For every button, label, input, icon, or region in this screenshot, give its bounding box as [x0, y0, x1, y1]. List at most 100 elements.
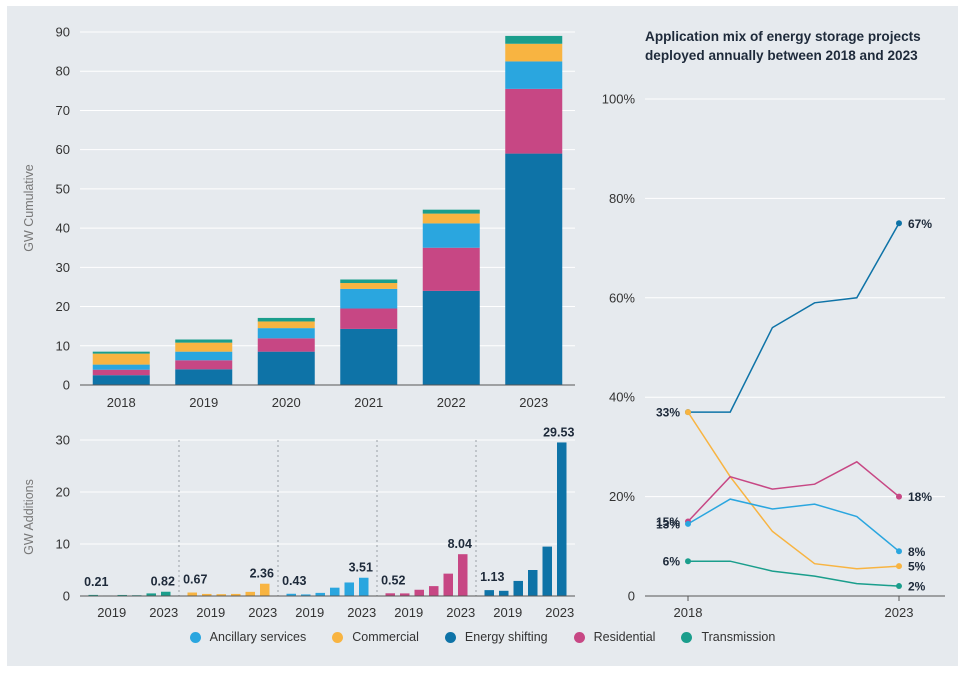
additions-bar-residential [385, 593, 395, 596]
cumulative-bar-residential-2022 [422, 247, 480, 291]
mix-point-transmission [685, 558, 691, 565]
mix-data-label: 6% [663, 555, 681, 569]
additions-bar-residential [429, 586, 439, 596]
additions-bar-ancillary [344, 582, 354, 596]
mix-data-label: 18% [908, 490, 932, 504]
mix-line-ancillary [687, 498, 900, 552]
legend-item-energy: Energy shifting [444, 630, 548, 644]
additions-bar-commercial [216, 594, 226, 596]
cumulative-y-tick-label: 0 [63, 378, 70, 393]
cumulative-bar-ancillary-2021 [340, 288, 398, 309]
cumulative-bar-ancillary-2018 [92, 364, 150, 370]
additions-bar-residential [443, 573, 453, 596]
additions-x-tick-label: 2023 [347, 605, 376, 620]
legend-dot-energy [444, 631, 456, 643]
legend-label-ancillary: Ancillary services [209, 630, 307, 644]
cumulative-y-tick-label: 10 [56, 338, 70, 353]
cumulative-bar-commercial-2023 [505, 43, 563, 62]
legend-label-commercial: Commercial [352, 630, 419, 644]
additions-bar-ancillary [330, 587, 340, 596]
mix-data-label: 5% [908, 560, 926, 574]
cumulative-x-tick-label: 2018 [107, 395, 136, 410]
mix-data-label: 8% [908, 545, 926, 559]
additions-x-tick-label: 2023 [446, 605, 475, 620]
additions-x-tick-label: 2019 [295, 605, 324, 620]
cumulative-bar-residential-2021 [340, 308, 398, 329]
cumulative-bar-commercial-2019 [175, 342, 233, 352]
cumulative-bar-energy-2019 [175, 369, 233, 385]
chart-panel [7, 6, 958, 666]
cumulative-y-tick-label: 20 [56, 299, 70, 314]
cumulative-x-tick-label: 2022 [437, 395, 466, 410]
additions-x-tick-label: 2023 [149, 605, 178, 620]
legend-dot-commercial [332, 631, 344, 643]
mix-data-label: 2% [908, 580, 926, 594]
additions-bar-transmission [117, 594, 127, 596]
cumulative-y-tick-label: 80 [56, 64, 70, 79]
cumulative-bar-residential-2023 [505, 88, 563, 154]
additions-bar-ancillary [359, 577, 369, 596]
additions-bar-transmission [146, 593, 156, 596]
additions-bar-energy [499, 590, 509, 596]
mix-y-tick-label: 60% [609, 290, 635, 305]
additions-data-label: 1.13 [480, 570, 504, 584]
cumulative-bar-ancillary-2019 [175, 351, 233, 361]
cumulative-bar-energy-2023 [505, 153, 563, 385]
additions-x-tick-label: 2019 [394, 605, 423, 620]
additions-data-label: 29.53 [543, 425, 574, 439]
cumulative-bar-commercial-2020 [257, 321, 315, 329]
additions-data-label: 3.51 [349, 561, 373, 575]
legend-item-commercial: Commercial [332, 630, 419, 644]
mix-line-commercial [687, 411, 900, 570]
additions-x-tick-label: 2023 [545, 605, 574, 620]
cumulative-bar-transmission-2020 [257, 317, 315, 322]
cumulative-x-tick-label: 2023 [519, 395, 548, 410]
mix-data-label: 15% [656, 515, 680, 529]
cumulative-bar-residential-2018 [92, 369, 150, 376]
mix-point-transmission [896, 583, 902, 590]
additions-y-tick-label: 20 [56, 485, 70, 500]
additions-bar-residential [414, 589, 424, 596]
legend-label-transmission: Transmission [701, 630, 776, 644]
additions-bar-energy [557, 442, 567, 596]
cumulative-bar-energy-2018 [92, 375, 150, 385]
additions-y-tick-label: 10 [56, 537, 70, 552]
cumulative-bar-energy-2021 [340, 328, 398, 385]
line-chart-title-line1: Application mix of energy storage projec… [645, 29, 921, 44]
additions-bar-energy [542, 546, 552, 596]
mix-x-tick-label: 2023 [885, 605, 914, 620]
legend: Ancillary services Commercial Energy shi… [0, 630, 965, 644]
additions-data-label: 0.21 [84, 575, 108, 589]
cumulative-bar-residential-2019 [175, 360, 233, 370]
cumulative-y-axis-label: GW Cumulative [22, 164, 36, 252]
legend-label-energy: Energy shifting [464, 630, 548, 644]
cumulative-bar-ancillary-2020 [257, 328, 315, 339]
additions-bar-residential [458, 554, 468, 596]
additions-y-tick-label: 0 [63, 589, 70, 604]
mix-line-transmission [688, 560, 900, 587]
additions-bar-transmission [88, 594, 98, 596]
cumulative-y-tick-label: 40 [56, 221, 70, 236]
legend-dot-residential [573, 631, 585, 643]
cumulative-bar-residential-2020 [257, 338, 315, 352]
additions-bar-ancillary [315, 592, 325, 596]
mix-data-label: 67% [908, 217, 932, 231]
additions-bar-transmission [161, 591, 171, 596]
mix-y-tick-label: 80% [609, 191, 635, 206]
mix-point-residential [896, 493, 902, 500]
mix-y-tick-label: 100% [602, 92, 636, 107]
mix-point-ancillary [685, 520, 691, 527]
cumulative-bar-energy-2020 [257, 351, 315, 385]
line-chart-title: Application mix of energy storage projec… [645, 27, 955, 65]
cumulative-bar-transmission-2018 [92, 351, 150, 354]
additions-bar-ancillary [286, 593, 296, 596]
legend-item-transmission: Transmission [681, 630, 775, 644]
cumulative-bar-commercial-2021 [340, 283, 398, 289]
cumulative-y-tick-label: 60 [56, 142, 70, 157]
cumulative-bar-commercial-2018 [92, 353, 150, 365]
additions-x-tick-label: 2023 [248, 605, 277, 620]
additions-bar-commercial [187, 592, 197, 596]
mix-data-label: 13% [656, 517, 680, 531]
additions-data-label: 0.82 [151, 575, 175, 589]
